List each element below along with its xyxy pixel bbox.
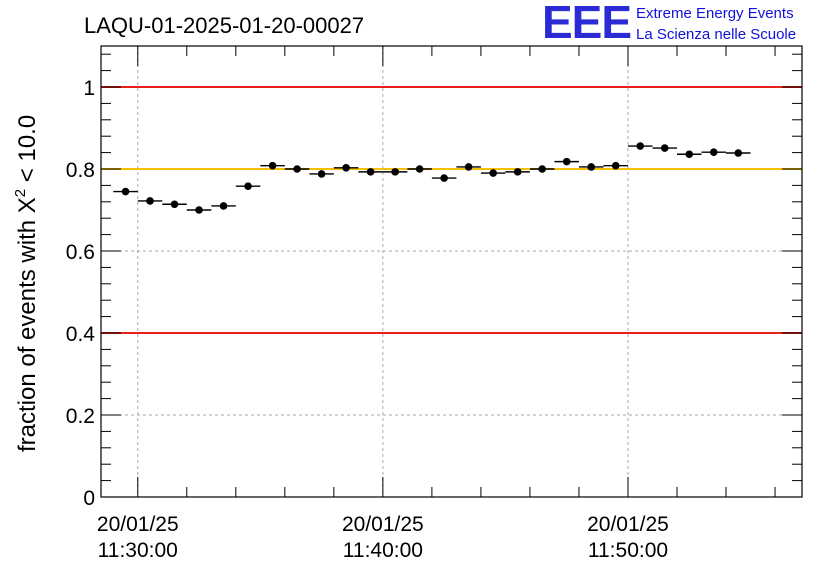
data-point — [611, 161, 620, 170]
data-point — [170, 200, 179, 209]
data-point — [219, 202, 228, 210]
grid — [101, 46, 802, 497]
data-point — [464, 163, 473, 171]
data-point — [146, 197, 154, 205]
y-tick-label: 0.4 — [66, 323, 96, 346]
data-point — [195, 206, 203, 214]
y-tick-label: 0.2 — [66, 405, 95, 428]
data-point — [489, 169, 497, 177]
x-tick-label-time: 11:50:00 — [588, 539, 668, 562]
data-point — [562, 157, 571, 166]
y-axis-title: fraction of events with Χ2 < 10.0 — [12, 115, 41, 452]
y-axis-title-tail: < 10.0 — [14, 115, 41, 189]
data-point — [587, 163, 596, 171]
reference-lines — [101, 86, 802, 334]
data-point — [709, 148, 718, 156]
y-tick-label: 0 — [83, 487, 95, 510]
data-point — [660, 144, 669, 152]
logo-mark: EEE — [542, 0, 631, 48]
x-tick-label-date: 20/01/25 — [97, 513, 179, 536]
data-point — [268, 161, 277, 170]
x-tick-label-date: 20/01/25 — [342, 513, 424, 536]
data-point — [293, 165, 301, 173]
y-axis-title-sup: 2 — [12, 189, 29, 197]
data-point — [244, 182, 252, 191]
data-point — [685, 150, 694, 159]
plot-frame — [100, 45, 803, 498]
data-point — [538, 165, 546, 173]
x-axis: 20/01/25 11:30:00 20/01/25 11:40:00 20/01/25… — [97, 46, 776, 562]
logo-line1: Extreme Energy Events — [636, 5, 794, 22]
data-point — [342, 163, 350, 172]
x-tick-label-date: 20/01/25 — [587, 513, 669, 536]
y-tick-label: 0.8 — [66, 159, 95, 182]
y-axis: 0 0.2 0.4 0.6 0.8 1 — [66, 53, 802, 510]
data-point — [734, 149, 743, 157]
y-tick-label: 1 — [83, 77, 95, 100]
eee-logo: EEE Extreme Energy Events La Scienza nel… — [542, 0, 796, 48]
data-point — [440, 174, 448, 182]
data-points — [113, 142, 751, 214]
x-tick-label-time: 11:30:00 — [98, 539, 178, 562]
data-point — [415, 165, 424, 173]
y-tick-label: 0.6 — [66, 241, 95, 264]
data-point — [636, 142, 645, 150]
data-point — [121, 187, 130, 196]
chart-title: LAQU-01-2025-01-20-00027 — [84, 13, 364, 38]
data-point — [317, 170, 326, 178]
logo-line2: La Scienza nelle Scuole — [636, 26, 796, 43]
y-axis-title-main: fraction of events with Χ — [14, 197, 41, 452]
plot-area: 0 0.2 0.4 0.6 0.8 1 20/01/25 11:30:00 20/01/25 1… — [66, 45, 803, 562]
data-point — [366, 168, 375, 176]
x-tick-label-time: 11:40:00 — [343, 539, 423, 562]
data-point — [391, 168, 399, 176]
data-point — [513, 168, 522, 176]
